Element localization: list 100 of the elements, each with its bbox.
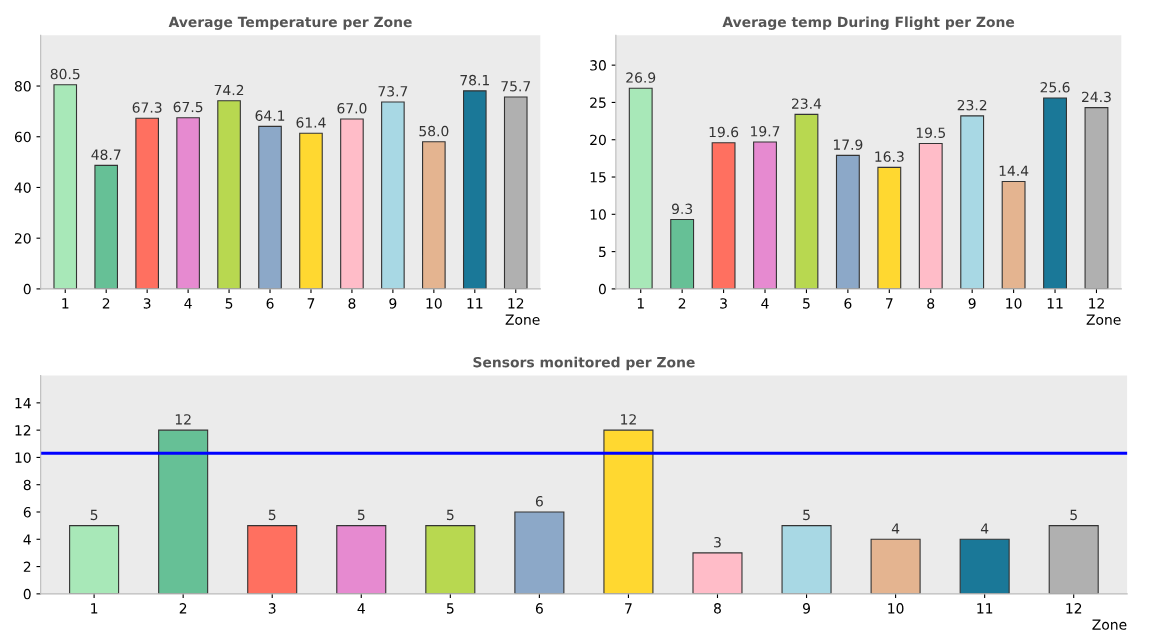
data-label: 5 xyxy=(268,509,276,521)
bar xyxy=(422,141,446,289)
bar xyxy=(794,113,819,289)
data-label: 67.3 xyxy=(132,102,162,113)
data-label: 5 xyxy=(446,509,454,521)
bar xyxy=(462,90,487,289)
data-label: 4 xyxy=(980,523,989,534)
data-label: 67.5 xyxy=(173,101,203,113)
y-tick-label: 10 xyxy=(15,452,31,463)
chart-title: Average temp During Flight per Zone xyxy=(722,16,1015,30)
bar xyxy=(381,101,405,289)
x-tick-label: 10 xyxy=(426,298,442,309)
y-tick-label: 10 xyxy=(590,209,606,220)
bar xyxy=(158,429,209,594)
data-label: 75.7 xyxy=(501,81,531,92)
y-tick-label: 8 xyxy=(23,479,31,491)
bar xyxy=(692,552,743,594)
data-label: 74.2 xyxy=(214,84,244,96)
bar xyxy=(217,100,241,289)
y-tick-label: 25 xyxy=(590,97,606,108)
bar xyxy=(753,141,777,289)
data-label: 24.3 xyxy=(1082,91,1111,103)
x-tick-label: 6 xyxy=(535,603,543,614)
data-label: 5 xyxy=(803,509,810,521)
x-tick-label: 12 xyxy=(1089,298,1104,309)
y-tick-label: 20 xyxy=(590,134,606,146)
x-tick-label: 3 xyxy=(720,298,727,309)
x-tick-label: 9 xyxy=(968,298,976,309)
x-tick-label: 1 xyxy=(62,298,69,309)
bar xyxy=(960,115,985,289)
x-tick-label: 8 xyxy=(927,298,935,309)
data-label: 12 xyxy=(621,414,636,425)
x-tick-label: 5 xyxy=(225,298,233,309)
y-tick-label: 2 xyxy=(23,561,31,572)
x-tick-label: 11 xyxy=(467,298,483,309)
x-axis-title: Zone xyxy=(1086,314,1121,325)
x-tick-label: 6 xyxy=(266,298,274,309)
x-axis-title: Zone xyxy=(1092,619,1127,630)
bar xyxy=(340,118,364,289)
bar xyxy=(299,132,323,289)
y-tick-label: 15 xyxy=(590,172,606,183)
y-tick-label: 12 xyxy=(15,425,31,436)
x-tick-label: 11 xyxy=(1047,298,1063,309)
x-tick-label: 4 xyxy=(761,298,769,309)
data-label: 19.7 xyxy=(751,125,780,137)
x-tick-label: 2 xyxy=(102,298,110,309)
data-label: 9.3 xyxy=(671,203,693,215)
bar xyxy=(425,525,476,594)
bar xyxy=(69,525,120,594)
bar xyxy=(514,511,565,594)
data-label: 12 xyxy=(175,414,191,425)
data-label: 80.5 xyxy=(50,68,80,80)
data-label: 14.4 xyxy=(999,165,1029,176)
x-tick-label: 8 xyxy=(714,603,721,614)
data-label: 16.3 xyxy=(875,151,904,162)
x-tick-label: 7 xyxy=(307,298,315,309)
data-label: 17.9 xyxy=(833,139,863,150)
y-tick-label: 5 xyxy=(599,246,606,258)
y-tick-label: 20 xyxy=(14,233,31,244)
bar xyxy=(53,84,78,289)
x-tick-label: 10 xyxy=(888,603,904,614)
data-label: 48.7 xyxy=(91,149,121,160)
x-axis-title: Zone xyxy=(505,314,540,325)
data-label: 61.4 xyxy=(296,117,326,128)
bar xyxy=(781,525,832,594)
bar xyxy=(870,538,921,594)
x-tick-label: 1 xyxy=(637,298,644,309)
data-label: 78.1 xyxy=(460,74,489,86)
x-tick-label: 7 xyxy=(886,298,893,309)
x-tick-label: 4 xyxy=(184,298,192,309)
y-tick-label: 30 xyxy=(590,60,606,71)
data-label: 58.0 xyxy=(419,125,449,137)
bar xyxy=(959,538,1010,594)
data-label: 19.6 xyxy=(709,126,739,138)
x-tick-label: 12 xyxy=(508,298,524,309)
x-tick-label: 1 xyxy=(91,603,98,614)
y-tick-label: 0 xyxy=(23,283,31,295)
data-label: 73.7 xyxy=(378,86,408,97)
data-label: 6 xyxy=(535,496,543,507)
x-tick-label: 12 xyxy=(1066,603,1082,614)
bar xyxy=(258,125,282,289)
bar xyxy=(247,525,298,594)
data-label: 5 xyxy=(357,509,365,521)
chart-title: Average Temperature per Zone xyxy=(168,16,412,30)
bar xyxy=(1043,97,1067,289)
x-tick-label: 11 xyxy=(977,603,993,614)
y-tick-label: 0 xyxy=(23,588,31,600)
bar xyxy=(336,525,387,594)
x-tick-label: 3 xyxy=(268,603,276,614)
data-label: 3 xyxy=(714,536,721,548)
bar xyxy=(135,117,159,289)
bar xyxy=(918,142,943,289)
chart-title: Sensors monitored per Zone xyxy=(473,356,695,371)
x-tick-label: 9 xyxy=(803,603,810,614)
x-tick-label: 2 xyxy=(179,603,187,614)
data-label: 26.9 xyxy=(626,72,656,83)
y-tick-label: 4 xyxy=(23,534,31,545)
bar xyxy=(835,154,860,289)
x-tick-label: 4 xyxy=(357,603,365,614)
data-label: 4 xyxy=(891,523,900,534)
